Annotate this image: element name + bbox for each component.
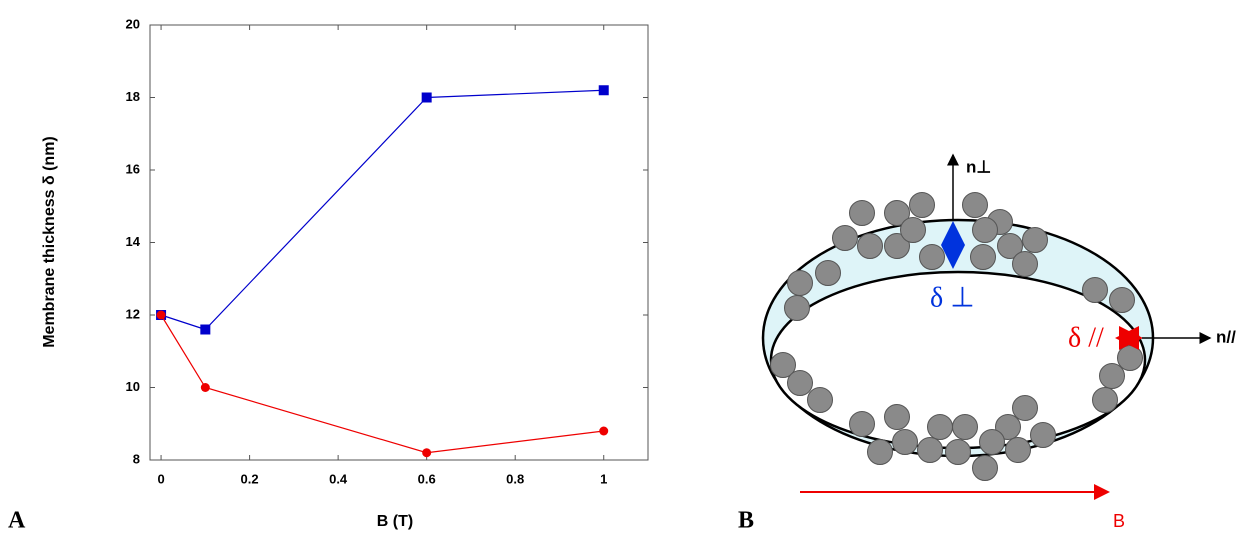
diagram: n⊥ δ ⊥ δ // n// B <box>761 153 1236 531</box>
y-axis-label: Membrane thickness δ (nm) <box>41 136 58 348</box>
particle <box>1030 422 1056 448</box>
label: B <box>1113 511 1125 531</box>
y-tick-label: 12 <box>126 306 140 321</box>
x-tick-label: 0.4 <box>329 471 348 486</box>
marker <box>598 85 609 96</box>
marker <box>156 310 166 320</box>
particle <box>997 233 1023 259</box>
particle <box>995 414 1021 440</box>
particle <box>884 404 910 430</box>
label: δ ⊥ <box>930 282 975 313</box>
particle <box>1005 437 1031 463</box>
particle <box>849 411 875 437</box>
y-tick-label: 8 <box>133 451 140 466</box>
label: n⊥ <box>966 157 991 176</box>
marker <box>422 448 432 458</box>
particle <box>784 295 810 321</box>
particles <box>770 192 1143 481</box>
y-tick-label: 14 <box>126 234 141 249</box>
particle <box>970 244 996 270</box>
particle <box>919 244 945 270</box>
particle <box>884 233 910 259</box>
particle <box>787 270 813 296</box>
particle <box>972 217 998 243</box>
particle <box>927 414 953 440</box>
particle <box>849 200 875 226</box>
particle <box>1012 251 1038 277</box>
particle <box>952 414 978 440</box>
x-tick-label: 0.8 <box>506 471 524 486</box>
panel-label: B <box>738 508 754 534</box>
marker <box>200 383 210 392</box>
label: δ // <box>1068 322 1104 353</box>
particle <box>900 217 926 243</box>
particle <box>815 260 841 286</box>
marker <box>599 426 609 436</box>
particle <box>917 437 943 463</box>
line <box>160 314 604 454</box>
particle <box>884 200 910 226</box>
label: n// <box>1216 327 1236 346</box>
panel-label: A <box>8 508 26 534</box>
x-axis-label: B (T) <box>377 513 413 530</box>
particle <box>962 192 988 218</box>
particle <box>909 192 935 218</box>
particle <box>867 439 893 465</box>
marker <box>421 92 432 103</box>
particle <box>807 387 833 413</box>
particle <box>1082 277 1108 303</box>
particle <box>1109 287 1135 313</box>
marker <box>200 324 211 335</box>
particle <box>1012 395 1038 421</box>
line <box>160 89 604 331</box>
chart: B (T) Membrane thickness δ (nm) 81012141… <box>41 16 649 530</box>
particle <box>1099 363 1125 389</box>
particle <box>1022 227 1048 253</box>
particle <box>857 233 883 259</box>
plot-frame <box>149 24 649 461</box>
particle <box>972 455 998 481</box>
y-tick-label: 18 <box>126 89 140 104</box>
particle <box>979 429 1005 455</box>
x-tick-label: 1 <box>600 471 607 486</box>
particle <box>1092 387 1118 413</box>
x-tick-label: 0 <box>157 471 164 486</box>
x-tick-label: 0.2 <box>241 471 259 486</box>
particle <box>892 429 918 455</box>
y-tick-label: 10 <box>126 379 140 394</box>
y-tick-label: 20 <box>126 16 140 31</box>
particle <box>787 370 813 396</box>
particle <box>945 439 971 465</box>
particle <box>832 225 858 251</box>
particle <box>1117 345 1143 371</box>
y-tick-label: 16 <box>126 161 140 176</box>
x-tick-label: 0.6 <box>418 471 436 486</box>
particle <box>770 352 796 378</box>
